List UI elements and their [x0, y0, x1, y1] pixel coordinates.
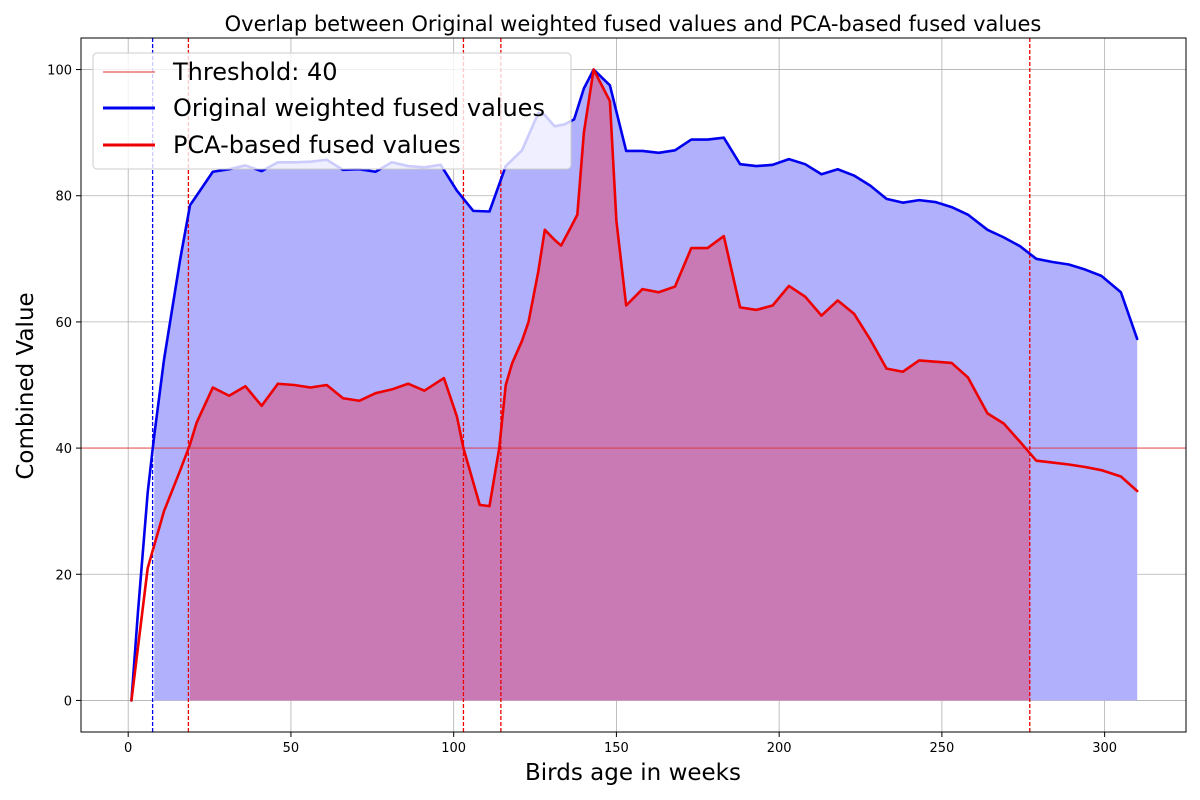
y-tick-label: 60 — [55, 316, 72, 331]
axes-frame — [80, 37, 1187, 733]
y-axis-title: Combined Value — [13, 292, 39, 479]
y-tick-label: 40 — [55, 442, 72, 457]
y-tick-label: 100 — [47, 64, 72, 79]
original-series-line — [130, 68, 1139, 702]
x-tick-label: 150 — [604, 741, 629, 756]
legend-box — [92, 52, 572, 170]
legend-label-threshold: Threshold: 40 — [172, 58, 338, 86]
legend: Threshold: 40 Original weighted fused va… — [92, 52, 572, 170]
x-tick-label: 200 — [767, 741, 792, 756]
x-axis-title: Birds age in weeks — [525, 760, 741, 786]
x-tick-label: 300 — [1092, 741, 1117, 756]
x-tick-label: 100 — [441, 741, 466, 756]
plot-area: 0 50 100 150 200 250 300 0 20 40 60 80 100 — [47, 37, 1187, 756]
x-tick-label: 50 — [283, 741, 300, 756]
legend-label-pca: PCA-based fused values — [173, 131, 461, 159]
chart-title: Overlap between Original weighted fused … — [225, 12, 1042, 36]
y-tick-label: 80 — [55, 190, 72, 205]
x-tick-label: 0 — [124, 741, 132, 756]
y-tick-label: 0 — [64, 694, 72, 709]
x-tick-label: 250 — [929, 741, 954, 756]
pca-area-fill — [190, 69, 1030, 701]
legend-label-original: Original weighted fused values — [173, 94, 545, 122]
y-tick-label: 20 — [55, 568, 72, 583]
pca-series-line — [130, 68, 1139, 702]
